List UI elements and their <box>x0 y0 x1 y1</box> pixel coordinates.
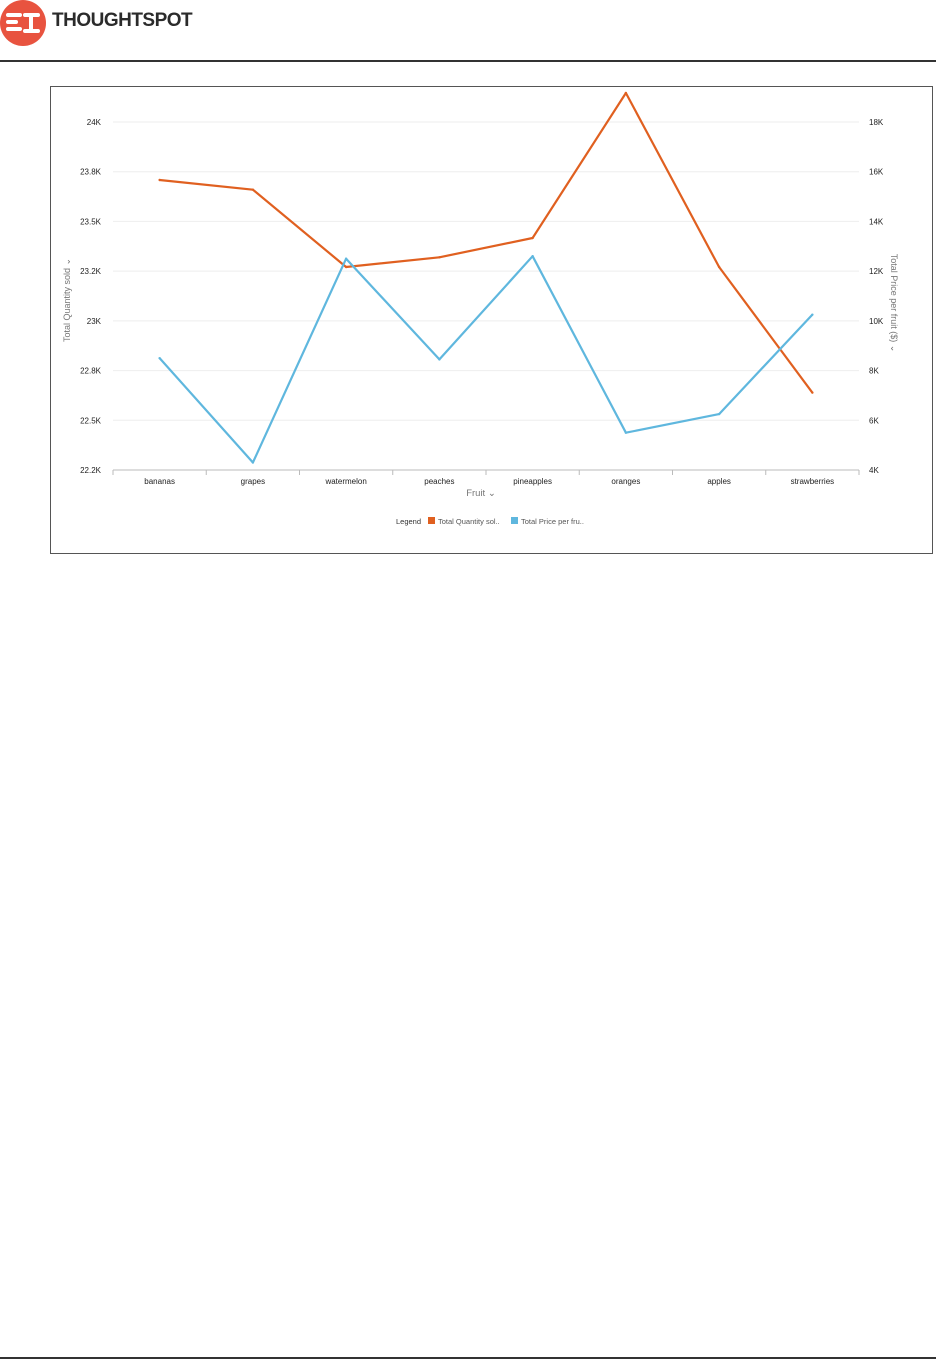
chevron-down-icon: ⌄ <box>485 488 496 499</box>
data-point[interactable] <box>251 188 255 191</box>
page-header: THOUGHTSPOT <box>0 0 936 62</box>
data-point[interactable] <box>624 431 628 434</box>
x-tick-label: pineapples <box>513 477 552 486</box>
series-line-quantity[interactable] <box>159 91 814 394</box>
series-line-price[interactable] <box>158 255 814 464</box>
y-right-tick-label: 8K <box>869 367 879 376</box>
y-axis-right-label[interactable]: Total Price per fruit ($) ⌄ <box>889 254 899 353</box>
data-point[interactable] <box>811 391 814 394</box>
y-right-tick-label: 6K <box>869 416 879 425</box>
y-right-tick-label: 14K <box>869 217 884 226</box>
thoughtspot-logo-icon <box>0 0 46 46</box>
chart-container: 22.2K 4K 22.5K 6K 22.8K 8K 23K 10K 23.2K 12K 23.5K… <box>50 86 933 554</box>
y-left-tick-label: 22.5K <box>80 416 102 425</box>
x-tick-label: bananas <box>144 477 175 486</box>
brand-name: THOUGHTSPOT <box>52 10 193 31</box>
y-right-tick-label: 10K <box>869 317 884 326</box>
data-point[interactable] <box>531 255 534 258</box>
y-axis-left-label[interactable]: Total Quantity sold ⌄ <box>62 258 72 342</box>
x-tick-label: watermelon <box>324 477 366 486</box>
series-lines <box>158 91 814 464</box>
data-point[interactable] <box>624 91 628 95</box>
axes: 22.2K 4K 22.5K 6K 22.8K 8K 23K 10K 23.2K 12K 23.5K… <box>80 118 884 486</box>
legend-title: Legend <box>396 517 421 526</box>
legend-entry-price[interactable]: Total Price per fru.. <box>521 517 584 526</box>
legend-swatch-price <box>511 517 518 524</box>
data-point[interactable] <box>158 178 161 182</box>
y-left-tick-label: 24K <box>87 118 102 127</box>
y-left-tick-label: 23K <box>87 317 102 326</box>
chevron-down-icon: ⌄ <box>889 342 899 352</box>
x-tick-label: strawberries <box>791 477 835 486</box>
y-right-tick-label: 16K <box>869 168 884 177</box>
grid-lines <box>113 121 859 471</box>
data-point[interactable] <box>717 265 721 269</box>
x-tick-label: apples <box>707 477 731 486</box>
y-right-tick-label: 12K <box>869 267 884 276</box>
y-left-tick-label: 23.5K <box>80 217 102 226</box>
y-left-tick-label: 23.2K <box>80 267 102 276</box>
footer-rule <box>0 1357 936 1359</box>
data-point[interactable] <box>344 257 348 260</box>
data-point[interactable] <box>438 358 441 361</box>
x-tick-label: peaches <box>424 477 454 486</box>
y-right-tick-label: 4K <box>869 466 879 475</box>
data-point[interactable] <box>438 256 441 259</box>
y-left-tick-label: 23.8K <box>80 168 102 177</box>
axis-labels: Total Quantity sold ⌄ Total Price per fr… <box>62 254 899 499</box>
legend-swatch-quantity <box>428 517 435 524</box>
data-point[interactable] <box>531 236 534 240</box>
legend: Legend Total Quantity sol.. Total Price … <box>396 517 584 526</box>
x-tick-label: grapes <box>241 477 265 486</box>
chevron-down-icon: ⌄ <box>62 258 72 268</box>
legend-entry-quantity[interactable]: Total Quantity sol.. <box>438 517 500 526</box>
data-point[interactable] <box>811 313 814 316</box>
data-point[interactable] <box>717 412 721 416</box>
x-axis-label[interactable]: Fruit ⌄ <box>466 488 496 499</box>
y-right-tick-label: 18K <box>869 118 884 127</box>
data-point[interactable] <box>251 461 255 464</box>
y-left-tick-label: 22.2K <box>80 466 102 475</box>
x-tick-label: oranges <box>611 477 640 486</box>
data-point[interactable] <box>158 356 161 360</box>
data-point[interactable] <box>344 265 348 269</box>
line-chart: 22.2K 4K 22.5K 6K 22.8K 8K 23K 10K 23.2K 12K 23.5K… <box>62 91 899 526</box>
y-left-tick-label: 22.8K <box>80 367 102 376</box>
